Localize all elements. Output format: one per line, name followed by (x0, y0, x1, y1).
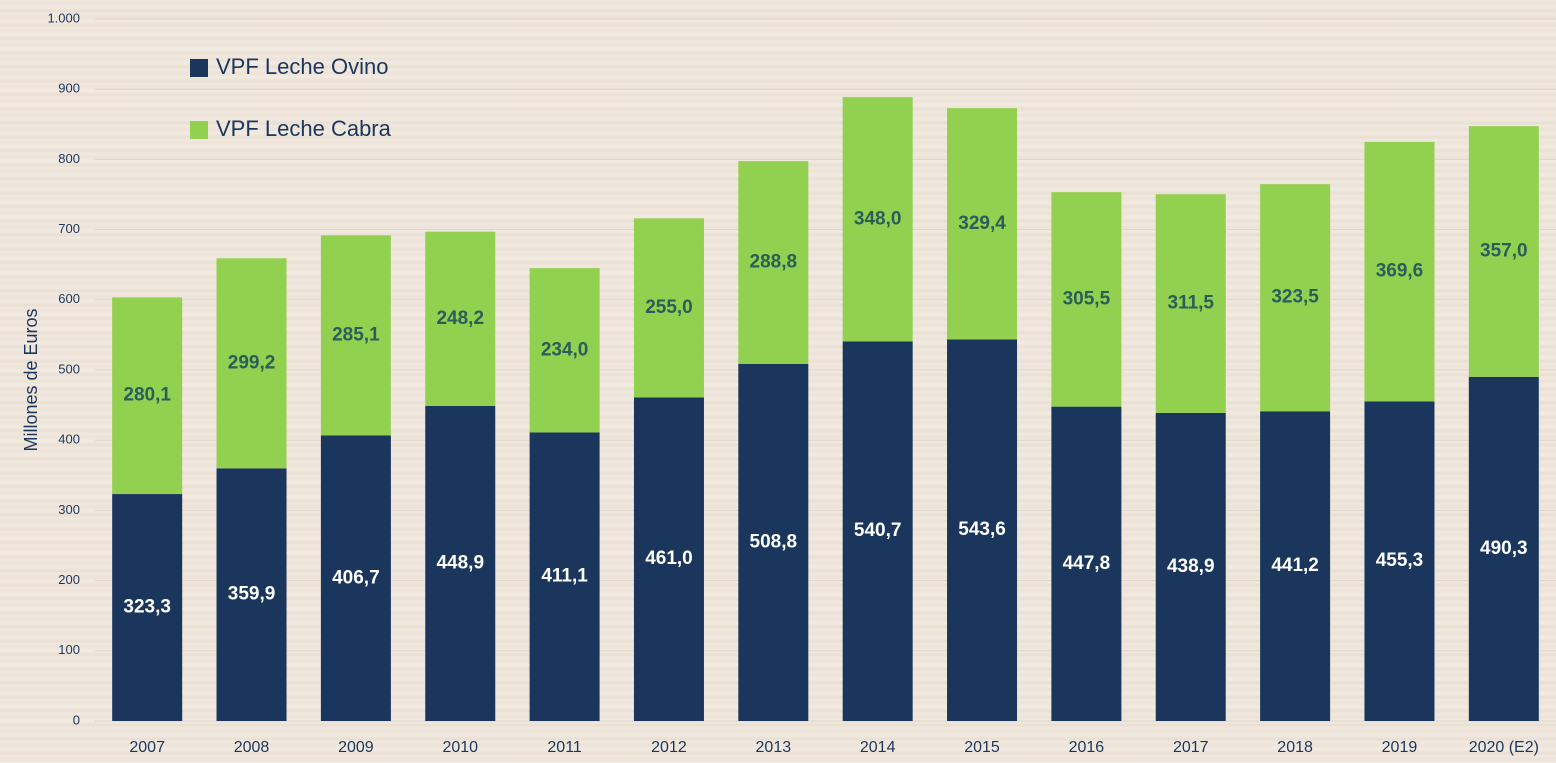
value-label: 357,0 (1480, 241, 1528, 262)
bar-segment (216, 258, 287, 469)
bar-segment (1364, 141, 1435, 402)
value-label: 543,6 (958, 519, 1006, 540)
bar-segment (1260, 184, 1331, 412)
bar-segment (529, 432, 600, 721)
value-label: 540,7 (854, 520, 902, 541)
x-tick-label: 2019 (1382, 739, 1418, 756)
x-tick-label: 2020 (E2) (1469, 739, 1539, 756)
y-tick-label: 200 (58, 572, 80, 587)
value-label: 329,4 (958, 213, 1006, 234)
value-label: 348,0 (854, 208, 902, 229)
x-tick-label: 2017 (1173, 739, 1209, 756)
value-label: 508,8 (750, 531, 798, 552)
bar-segment (320, 435, 391, 721)
x-tick-label: 2008 (234, 739, 270, 756)
y-tick-label: 100 (58, 642, 80, 657)
x-tick-label: 2016 (1069, 739, 1105, 756)
x-tick-label: 2011 (547, 739, 582, 756)
bar-segment (1468, 376, 1539, 721)
value-label: 369,6 (1376, 261, 1424, 282)
bar-segment (1051, 192, 1122, 407)
y-tick-label: 1.000 (47, 10, 80, 25)
value-label: 490,3 (1480, 538, 1528, 559)
bar-segment (1260, 411, 1331, 721)
value-label: 311,5 (1168, 293, 1215, 314)
y-tick-label: 900 (58, 81, 80, 96)
y-tick-label: 800 (58, 151, 80, 166)
bar-segment (1155, 412, 1226, 721)
value-label: 288,8 (750, 251, 798, 272)
value-label: 323,5 (1271, 287, 1319, 308)
y-axis-label: Millones de Euros (21, 308, 41, 451)
bar-segment (947, 108, 1018, 340)
x-tick-label: 2014 (860, 739, 896, 756)
bar-segment (216, 468, 287, 721)
x-tick-label: 2012 (651, 739, 687, 756)
value-label: 305,5 (1063, 288, 1111, 309)
bar-segment (1155, 194, 1226, 413)
legend-label: VPF Leche Cabra (216, 116, 392, 141)
value-label: 248,2 (436, 308, 484, 329)
x-tick-label: 2015 (964, 739, 1000, 756)
value-label: 234,0 (541, 339, 589, 360)
value-label: 455,3 (1376, 550, 1424, 571)
bar-segment (633, 218, 704, 398)
bar-segment (112, 494, 183, 721)
x-tick-label: 2010 (442, 739, 478, 756)
bar-segment (529, 268, 600, 433)
bar-segment (320, 235, 391, 436)
bar-segment (1468, 126, 1539, 377)
value-label: 411,1 (541, 566, 588, 587)
value-label: 255,0 (645, 297, 693, 318)
value-label: 359,9 (228, 584, 276, 605)
bar-segment (112, 297, 183, 495)
x-tick-label: 2009 (338, 739, 374, 756)
legend-label: VPF Leche Ovino (216, 54, 388, 79)
value-label: 448,9 (436, 552, 484, 573)
y-tick-label: 500 (58, 361, 80, 376)
value-label: 299,2 (228, 352, 276, 373)
bar-segment (425, 405, 496, 721)
value-label: 406,7 (332, 567, 380, 588)
value-label: 280,1 (123, 385, 171, 406)
bar-segment (1051, 406, 1122, 721)
x-tick-label: 2018 (1277, 739, 1313, 756)
legend-swatch (190, 59, 208, 77)
bar-segment (633, 397, 704, 721)
value-label: 441,2 (1271, 555, 1319, 576)
y-tick-label: 700 (58, 221, 80, 236)
value-label: 447,8 (1063, 553, 1111, 574)
bar-segment (1364, 401, 1435, 721)
bar-segment (738, 363, 809, 721)
y-tick-label: 400 (58, 432, 80, 447)
bar-segment (842, 97, 913, 342)
x-tick-label: 2007 (129, 739, 165, 756)
value-label: 285,1 (332, 324, 380, 345)
bar-segment (425, 231, 496, 406)
y-tick-label: 0 (73, 712, 80, 727)
bar-segment (738, 161, 809, 364)
legend-swatch (190, 121, 208, 139)
y-tick-label: 300 (58, 502, 80, 517)
value-label: 461,0 (645, 548, 693, 569)
value-label: 323,3 (123, 597, 171, 618)
x-tick-label: 2013 (756, 739, 792, 756)
value-label: 438,9 (1167, 556, 1215, 577)
bar-segment (947, 339, 1018, 721)
bar-segment (842, 341, 913, 721)
y-tick-label: 600 (58, 291, 80, 306)
